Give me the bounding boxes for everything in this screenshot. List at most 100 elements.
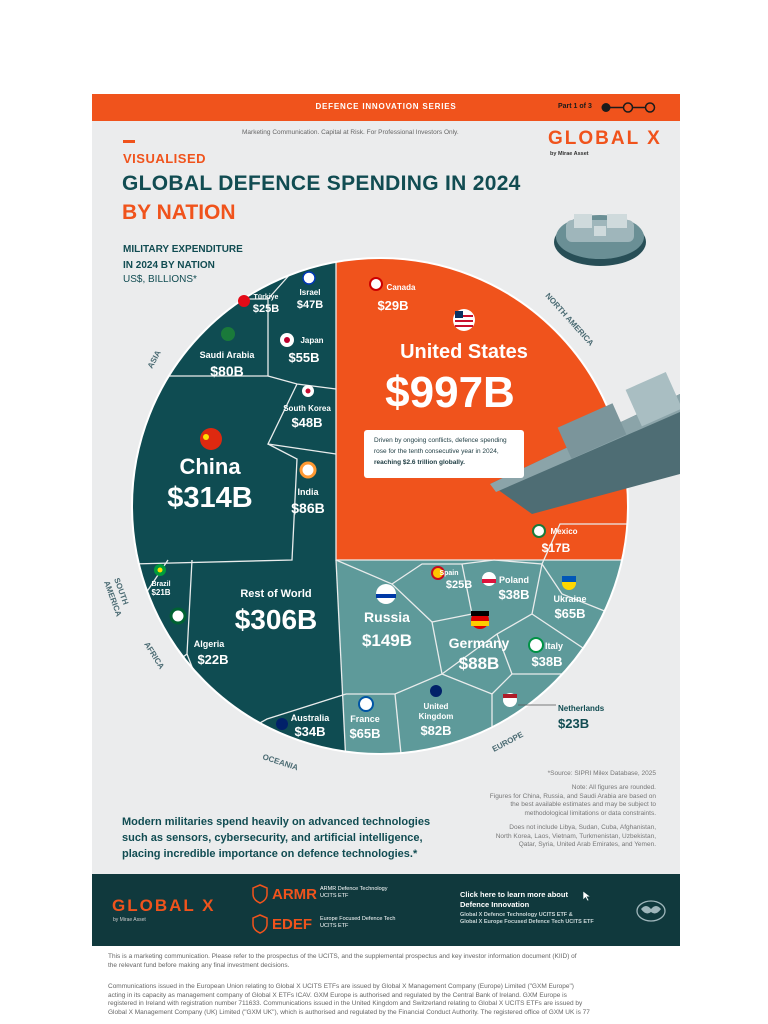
tagline: Modern militaries spend heavily on advan… xyxy=(122,814,442,862)
flag-icon-saudi-arabia xyxy=(221,327,235,341)
flag-icon-france xyxy=(358,696,374,712)
label-saudi-name: Saudi Arabia xyxy=(200,350,256,360)
tagline-line2: such as sensors, cybersecurity, and arti… xyxy=(122,832,423,844)
label-china-name: China xyxy=(179,454,241,479)
subtitle-line1: MILITARY EXPENDITURE xyxy=(123,244,243,255)
label-russia-name: Russia xyxy=(364,609,410,625)
kicker-dash xyxy=(123,140,135,143)
flag-icon-india xyxy=(299,461,317,479)
label-algeria-name: Algeria xyxy=(194,639,226,649)
label-poland-value: $38B xyxy=(498,587,529,602)
flag-icon-china xyxy=(200,428,222,450)
note-line: Note: All figures are rounded. xyxy=(571,784,656,791)
cta-line1[interactable]: Click here to learn more about xyxy=(460,890,568,899)
label-brazil-name: Brazil xyxy=(151,581,170,588)
page-title-line2: BY NATION xyxy=(122,201,236,224)
label-netherlands-value: $23B xyxy=(558,716,589,731)
legal-line: Communications issued in the European Un… xyxy=(108,983,574,990)
label-israel-value: $47B xyxy=(297,299,323,311)
label-poland-name: Poland xyxy=(499,575,529,585)
label-algeria-value: $22B xyxy=(197,652,228,667)
flag-icon-italy xyxy=(528,637,544,653)
unit-label: US$, BILLIONS* xyxy=(123,274,197,285)
shield-icon xyxy=(252,914,268,934)
cta-link[interactable]: Click here to learn more about Defence I… xyxy=(460,890,568,910)
label-russia-value: $149B xyxy=(362,631,412,650)
label-australia-value: $34B xyxy=(294,724,325,739)
fund-ticker-edef[interactable]: EDEF xyxy=(272,916,313,933)
label-saudi-value: $80B xyxy=(210,363,243,379)
label-france-name: France xyxy=(350,714,380,724)
label-germany-value: $88B xyxy=(459,654,500,673)
fund-name-armr: ARMR Defence Technology UCITS ETF xyxy=(320,886,387,900)
note-line: the best available estimates and may be … xyxy=(510,801,656,808)
flag-icon-uk xyxy=(430,685,442,697)
fund-ticker-armr[interactable]: ARMR xyxy=(272,886,317,903)
fund-name-armr-line1: ARMR Defence Technology xyxy=(320,886,388,892)
fund-name-edef-line2: UCITS ETF xyxy=(320,923,349,929)
label-mexico-name: Mexico xyxy=(550,527,577,536)
note-line: North Korea, Laos, Vietnam, Turkmenistan… xyxy=(495,832,656,840)
label-china-value: $314B xyxy=(167,482,252,514)
label-india-name: India xyxy=(297,487,319,497)
cta-line2[interactable]: Defence Innovation xyxy=(460,900,530,909)
flag-icon-spain xyxy=(431,566,445,580)
label-uk-name-2: Kingdom xyxy=(419,712,454,721)
label-india-value: $86B xyxy=(291,500,324,516)
legal-disclaimer: This is a marketing communication. Pleas… xyxy=(108,953,660,970)
note-line: Does not include Libya, Sudan, Cuba, Afg… xyxy=(509,824,656,831)
legal-line: This is a marketing communication. Pleas… xyxy=(108,953,577,960)
label-italy-name: Italy xyxy=(545,641,563,651)
flag-icon-algeria xyxy=(169,607,187,625)
label-mexico-value: $17B xyxy=(542,541,571,555)
label-south-korea-name: South Korea xyxy=(283,404,331,413)
label-canada-name: Canada xyxy=(387,283,416,292)
marketing-note: Marketing Communication. Capital at Risk… xyxy=(242,129,459,136)
globe-icon xyxy=(636,900,666,922)
fund-name-edef-line1: Europe Focused Defence Tech xyxy=(320,916,396,922)
label-france-value: $65B xyxy=(349,726,380,741)
hovercraft-icon xyxy=(554,214,646,266)
cta-subtext: Global X Defence Technology UCITS ETF & … xyxy=(460,912,594,926)
subtitle-line2: IN 2024 BY NATION xyxy=(123,260,215,271)
cta-sub-line1: Global X Defence Technology UCITS ETF & xyxy=(460,912,573,918)
warship-icon xyxy=(490,371,680,514)
tagline-line1: Modern militaries spend heavily on advan… xyxy=(122,816,431,828)
footer-byline: by Mirae Asset xyxy=(113,917,146,923)
page-title: GLOBAL DEFENCE SPENDING IN 2024 xyxy=(122,172,521,195)
infographic-card: DEFENCE INNOVATION SERIES Part 1 of 3 Ma… xyxy=(92,94,680,946)
legal-issuer: Communications issued in the European Un… xyxy=(108,983,660,1017)
flag-icon-mexico xyxy=(532,524,546,538)
label-ukraine-value: $65B xyxy=(554,606,585,621)
source-note: *Source: SIPRI Milex Database, 2025 xyxy=(547,770,656,777)
logo-byline: by Mirae Asset xyxy=(550,151,589,157)
label-israel-name: Israel xyxy=(300,288,321,297)
series-title: DEFENCE INNOVATION SERIES xyxy=(315,102,457,111)
label-brazil-value: $21B xyxy=(151,588,170,597)
label-netherlands-name: Netherlands xyxy=(558,704,605,713)
kicker: VISUALISED xyxy=(123,151,207,166)
label-south-korea-value: $48B xyxy=(291,415,322,430)
chart-subtitle: MILITARY EXPENDITURE IN 2024 BY NATION xyxy=(123,242,243,274)
shield-icon xyxy=(252,884,268,904)
cta-sub-line2: Global X Europe Focused Defence Tech UCI… xyxy=(460,919,594,925)
label-germany-name: Germany xyxy=(449,635,510,651)
label-australia-name: Australia xyxy=(291,713,331,723)
note-line: Figures for China, Russia, and Saudi Ara… xyxy=(489,792,656,800)
fund-name-armr-line2: UCITS ETF xyxy=(320,893,349,899)
legal-line: acting in its capacity as management com… xyxy=(108,991,567,999)
note-line: Qatar, Syria, United Arab Emirates, and … xyxy=(518,841,656,848)
region-label-oceania: OCEANIA xyxy=(261,752,299,772)
region-label-africa: AFRICA xyxy=(142,640,166,671)
label-japan-name: Japan xyxy=(300,336,323,345)
footer-banner[interactable]: GLOBAL X by Mirae Asset ARMR ARMR Defenc… xyxy=(92,874,680,946)
label-rest-of-world-value: $306B xyxy=(235,604,318,635)
part-indicator: Part 1 of 3 xyxy=(558,103,592,110)
region-label-europe: EUROPE xyxy=(491,730,526,754)
callout-line1: Driven by ongoing conflicts, defence spe… xyxy=(374,437,507,444)
legal-line: Global X Management Company (UK) Limited… xyxy=(108,1008,590,1016)
progress-dots-icon xyxy=(601,102,656,113)
legal-line: registered in Ireland with registration … xyxy=(108,1000,583,1007)
flag-icon-israel xyxy=(302,271,316,285)
label-uk-value: $82B xyxy=(420,723,451,738)
